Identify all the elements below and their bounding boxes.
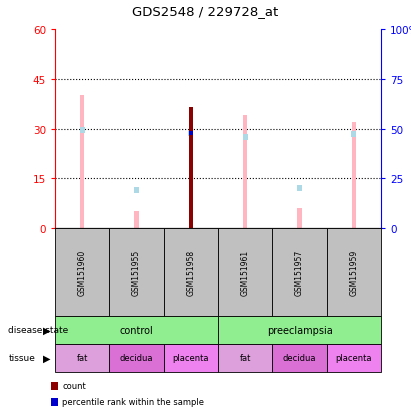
Bar (189, 131, 193, 135)
Bar (189, 108, 193, 228)
Text: GDS2548 / 229728_at: GDS2548 / 229728_at (132, 5, 279, 18)
Text: GSM151957: GSM151957 (295, 249, 304, 295)
Text: GSM151960: GSM151960 (78, 249, 87, 295)
Text: decidua: decidua (120, 354, 153, 363)
Text: GSM151961: GSM151961 (241, 249, 249, 295)
Bar (352, 123, 356, 228)
Text: fat: fat (76, 354, 88, 363)
Bar (80, 128, 85, 134)
Text: ▶: ▶ (44, 325, 51, 335)
Text: control: control (120, 325, 153, 335)
Text: decidua: decidua (283, 354, 316, 363)
Bar (351, 132, 356, 138)
Text: disease state: disease state (8, 326, 69, 335)
Text: count: count (62, 382, 86, 391)
Bar (134, 212, 139, 228)
Bar (189, 108, 193, 228)
Text: placenta: placenta (336, 354, 372, 363)
Bar (243, 116, 247, 228)
Text: placenta: placenta (173, 354, 209, 363)
Text: preeclampsia: preeclampsia (267, 325, 332, 335)
Text: ▶: ▶ (44, 353, 51, 363)
Bar (188, 131, 193, 136)
Text: GSM151959: GSM151959 (349, 249, 358, 295)
Text: GSM151958: GSM151958 (186, 249, 195, 295)
Bar (297, 186, 302, 192)
Bar (243, 135, 247, 140)
Text: fat: fat (240, 354, 251, 363)
Text: GSM151955: GSM151955 (132, 249, 141, 295)
Text: tissue: tissue (8, 354, 35, 363)
Text: percentile rank within the sample: percentile rank within the sample (62, 398, 204, 406)
Bar (134, 188, 139, 193)
Bar (297, 209, 302, 228)
Bar (80, 96, 84, 228)
